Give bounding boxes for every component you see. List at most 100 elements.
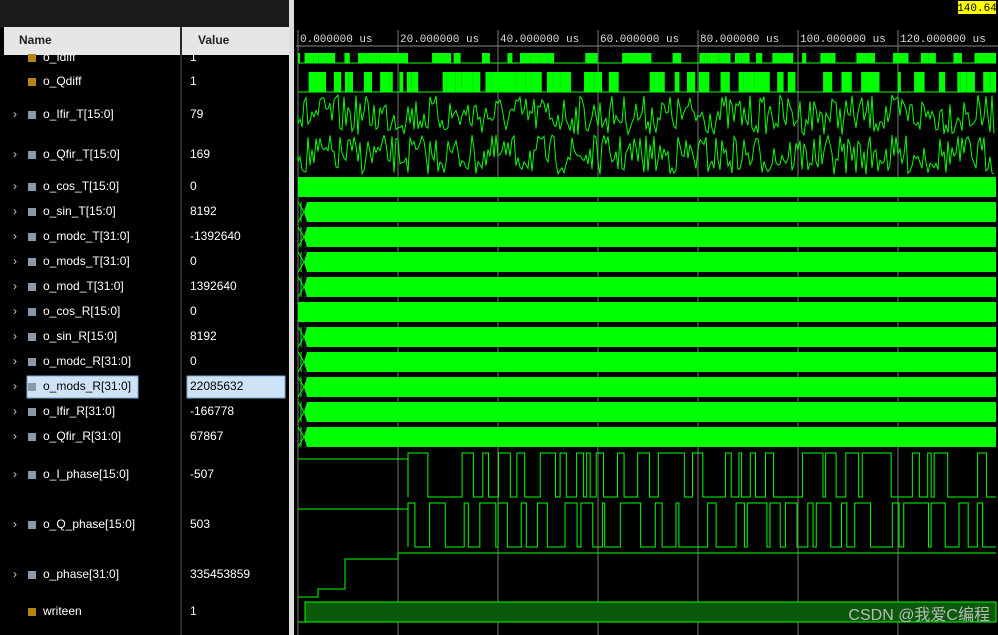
wave-high bbox=[738, 72, 744, 92]
wave-high bbox=[674, 72, 680, 92]
wave-high bbox=[380, 72, 390, 92]
wave-high bbox=[823, 72, 833, 92]
wave-high bbox=[777, 72, 780, 92]
expand-arrow[interactable]: › bbox=[13, 329, 17, 343]
wave-high bbox=[318, 53, 327, 63]
wave-high bbox=[366, 53, 377, 63]
wave-high bbox=[966, 72, 975, 92]
expand-arrow[interactable]: › bbox=[13, 279, 17, 293]
wave-high bbox=[442, 53, 452, 63]
wave-high bbox=[358, 53, 367, 63]
wave-high bbox=[411, 72, 419, 92]
expand-arrow[interactable]: › bbox=[13, 379, 17, 393]
wave-high bbox=[772, 53, 783, 63]
signal-value: 1 bbox=[190, 74, 197, 88]
wave-high bbox=[453, 53, 461, 63]
signal-value: 8192 bbox=[190, 204, 217, 218]
signal-value: 0 bbox=[190, 354, 197, 368]
signal-icon bbox=[28, 571, 36, 579]
cursor-label: 140.64 bbox=[957, 3, 997, 15]
wave-high bbox=[379, 53, 390, 63]
name-header[interactable] bbox=[4, 27, 180, 55]
wave-high bbox=[333, 72, 342, 92]
wave-high bbox=[519, 53, 531, 63]
wave-high bbox=[856, 53, 868, 63]
wave-high bbox=[754, 72, 762, 92]
wave-high bbox=[348, 72, 354, 92]
wave-bus bbox=[304, 252, 996, 272]
wave-bus bbox=[304, 352, 996, 372]
expand-arrow[interactable]: › bbox=[13, 567, 17, 581]
time-tick-label: 80.000000 us bbox=[700, 34, 779, 46]
signal-icon bbox=[28, 283, 36, 291]
wave-high bbox=[376, 53, 380, 63]
signal-value: 0 bbox=[190, 254, 197, 268]
wave-high bbox=[308, 72, 318, 92]
signal-value: 0 bbox=[190, 179, 197, 193]
wave-high bbox=[698, 72, 710, 92]
wave-pulse bbox=[407, 502, 996, 548]
wave-high bbox=[741, 53, 750, 63]
signal-value: 79 bbox=[190, 107, 204, 121]
expand-arrow[interactable]: › bbox=[13, 147, 17, 161]
cursor-label-box bbox=[958, 1, 996, 14]
wave-high bbox=[525, 72, 532, 92]
value-header[interactable] bbox=[182, 27, 289, 55]
wave-high bbox=[782, 53, 794, 63]
wave-high bbox=[432, 53, 443, 63]
wave-high bbox=[738, 53, 742, 63]
wave-high bbox=[861, 72, 871, 92]
wave-high bbox=[977, 53, 987, 63]
signal-icon bbox=[28, 258, 36, 266]
signal-icon bbox=[28, 521, 36, 529]
expand-arrow[interactable]: › bbox=[13, 467, 17, 481]
expand-arrow[interactable]: › bbox=[13, 404, 17, 418]
signal-name: o_Ifir_R[31:0] bbox=[43, 404, 115, 418]
wave-high bbox=[585, 53, 595, 63]
signal-icon bbox=[28, 183, 36, 191]
expand-arrow[interactable]: › bbox=[13, 179, 17, 193]
wave-high bbox=[720, 72, 730, 92]
signal-value: -1392640 bbox=[190, 229, 241, 243]
signal-icon bbox=[28, 151, 36, 159]
expand-arrow[interactable]: › bbox=[13, 354, 17, 368]
wave-high bbox=[974, 53, 978, 63]
signal-name: o_mod_T[31:0] bbox=[43, 279, 124, 293]
signal-value: 1 bbox=[190, 604, 197, 618]
wave-high bbox=[960, 72, 967, 92]
wave-high bbox=[363, 72, 373, 92]
wave-high bbox=[986, 53, 996, 63]
expand-arrow[interactable]: › bbox=[13, 429, 17, 443]
signal-name: o_phase[31:0] bbox=[43, 567, 119, 581]
signal-name: o_modc_T[31:0] bbox=[43, 229, 130, 243]
expand-arrow[interactable]: › bbox=[13, 304, 17, 318]
wave-high bbox=[759, 53, 763, 63]
signal-name: o_mods_R[31:0] bbox=[43, 379, 131, 393]
wave-high bbox=[481, 53, 490, 63]
wave-high bbox=[622, 53, 629, 63]
toolbar-strip bbox=[0, 0, 291, 28]
wave-high bbox=[594, 53, 598, 63]
wave-high bbox=[344, 53, 350, 63]
wave-high bbox=[957, 72, 961, 92]
wave-high bbox=[507, 53, 513, 63]
expand-arrow[interactable]: › bbox=[13, 107, 17, 121]
expand-arrow[interactable]: › bbox=[13, 254, 17, 268]
signal-name: o_sin_T[15:0] bbox=[43, 204, 116, 218]
wave-bus bbox=[304, 402, 996, 422]
wave-high bbox=[389, 72, 393, 92]
wave-high bbox=[399, 72, 404, 92]
wave-high bbox=[507, 72, 516, 92]
expand-arrow[interactable]: › bbox=[13, 229, 17, 243]
watermark: CSDN @我爱C编程 bbox=[848, 606, 990, 624]
signal-name: o_cos_R[15:0] bbox=[43, 304, 120, 318]
time-tick-label: 120.000000 us bbox=[900, 34, 986, 46]
signal-value: 503 bbox=[190, 517, 210, 531]
expand-arrow[interactable]: › bbox=[13, 517, 17, 531]
pane-splitter[interactable] bbox=[289, 0, 294, 635]
wave-high bbox=[938, 72, 946, 92]
signal-name: o_Qdiff bbox=[43, 74, 82, 88]
expand-arrow[interactable]: › bbox=[13, 204, 17, 218]
wave-pulse bbox=[407, 452, 996, 498]
